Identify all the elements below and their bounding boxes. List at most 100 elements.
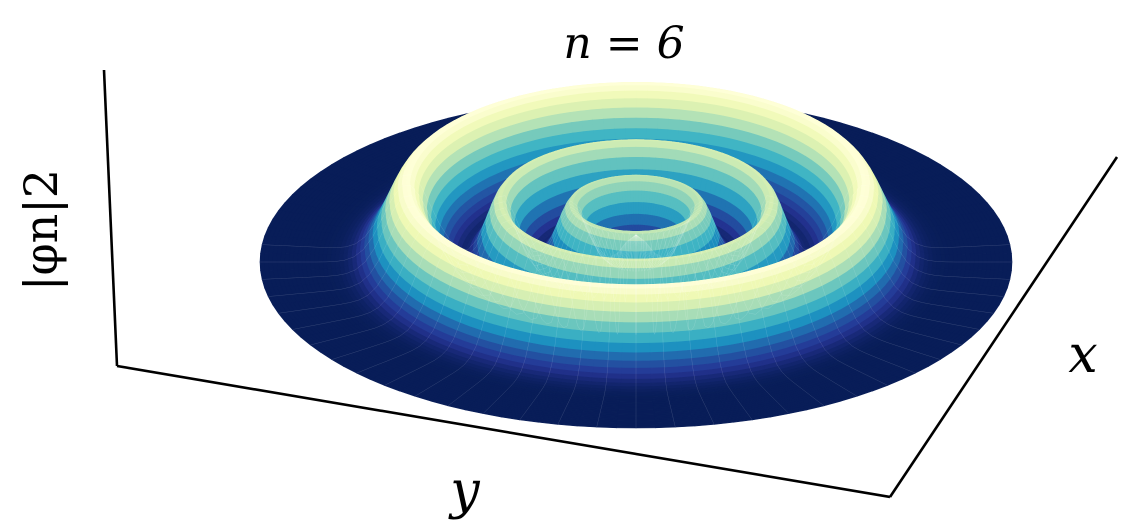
surface-patch (550, 123, 563, 137)
surface-patch (601, 91, 614, 101)
surface-patch (572, 131, 585, 144)
surface-patch (608, 147, 617, 159)
surface-patch (615, 147, 624, 159)
surface-patch (657, 98, 671, 110)
surface-patch (582, 130, 595, 143)
surface-patch (589, 91, 603, 101)
surface-patch (612, 90, 625, 100)
surface-patch (680, 92, 694, 103)
surface-patch (707, 134, 720, 147)
surface-patch (657, 118, 670, 131)
surface-patch (635, 175, 640, 182)
surface-patch (965, 253, 971, 263)
surface-patch (624, 90, 637, 100)
surface-patch (668, 99, 682, 111)
surface-patch (559, 112, 572, 125)
x-axis-line (888, 156, 1119, 498)
surface-patch (607, 141, 617, 149)
surface-patch (646, 128, 658, 140)
surface-patch (613, 107, 626, 119)
surface-patch (635, 98, 648, 109)
surface-patch (614, 128, 626, 140)
surface-patch (689, 110, 703, 123)
surface-patch (280, 253, 286, 263)
surface-patch (647, 85, 660, 92)
surface-patch (580, 109, 593, 122)
surface-patch (710, 113, 724, 127)
surface-patch (655, 147, 664, 159)
surface-patch (635, 85, 649, 92)
surface-patch (624, 107, 637, 119)
surface-patch (552, 134, 565, 147)
surface-patch (628, 140, 637, 148)
surface-patch (548, 113, 562, 127)
surface-patch (326, 254, 332, 263)
surface-patch (297, 253, 303, 263)
surface-patch (642, 146, 650, 158)
surface-patch (602, 118, 615, 131)
surface-patch (679, 109, 692, 122)
surface-patch (690, 101, 704, 113)
surface-patch (579, 100, 593, 112)
surface-patch (969, 253, 975, 263)
surface-patch (562, 132, 575, 146)
surface-patch (709, 123, 722, 137)
surface-patch (629, 156, 637, 171)
surface-patch (669, 91, 683, 101)
surface-patch (612, 98, 626, 109)
surface-plot (259, 81, 1013, 429)
surface-patch (700, 112, 713, 125)
y-axis-line (116, 364, 891, 499)
surface-patch (635, 146, 644, 158)
surface-patch (591, 108, 604, 121)
surface-patch (624, 98, 637, 109)
surface-patch (647, 90, 660, 100)
surface-patch (679, 100, 693, 112)
surface-patch (635, 117, 648, 130)
surface-patch (986, 253, 992, 263)
surface-patch (601, 98, 615, 110)
surface-patch (578, 92, 592, 103)
surface-patch (649, 140, 658, 149)
surface-patch (313, 254, 320, 263)
surface-patch (667, 118, 680, 131)
surface-patch (609, 157, 618, 172)
surface-patch (622, 146, 630, 158)
surface-patch (581, 119, 594, 133)
surface-patch (698, 122, 712, 135)
surface-patch (648, 157, 656, 171)
surface-patch (657, 107, 670, 120)
surface-patch (948, 254, 954, 263)
surface-patch (635, 156, 643, 171)
surface-patch (624, 117, 637, 130)
surface-patch (658, 91, 671, 101)
surface-patch (632, 175, 637, 182)
surface-patch (560, 122, 574, 135)
surface-patch (697, 132, 710, 146)
surface-patch (613, 117, 626, 130)
surface-patch (616, 157, 624, 171)
surface-patch (602, 107, 615, 120)
surface-patch (623, 85, 637, 92)
surface-patch (646, 107, 659, 119)
surface-patch (656, 128, 669, 141)
surface-patch (635, 140, 644, 148)
surface-patch (687, 131, 700, 144)
surface-patch (600, 85, 614, 93)
surface-patch (623, 82, 637, 86)
surface-patch (318, 254, 324, 263)
surface-patch (635, 90, 648, 100)
surface-patch (654, 157, 663, 172)
surface-patch (668, 108, 681, 121)
surface-patch (592, 118, 605, 131)
surface-patch (628, 146, 637, 158)
surface-patch (635, 128, 648, 140)
surface-patch (648, 147, 657, 159)
surface-patch (568, 101, 582, 113)
surface-patch (678, 119, 691, 133)
surface-patch (646, 117, 659, 130)
surface-patch (646, 98, 660, 109)
surface-patch (642, 140, 651, 148)
surface-patch (667, 129, 679, 142)
